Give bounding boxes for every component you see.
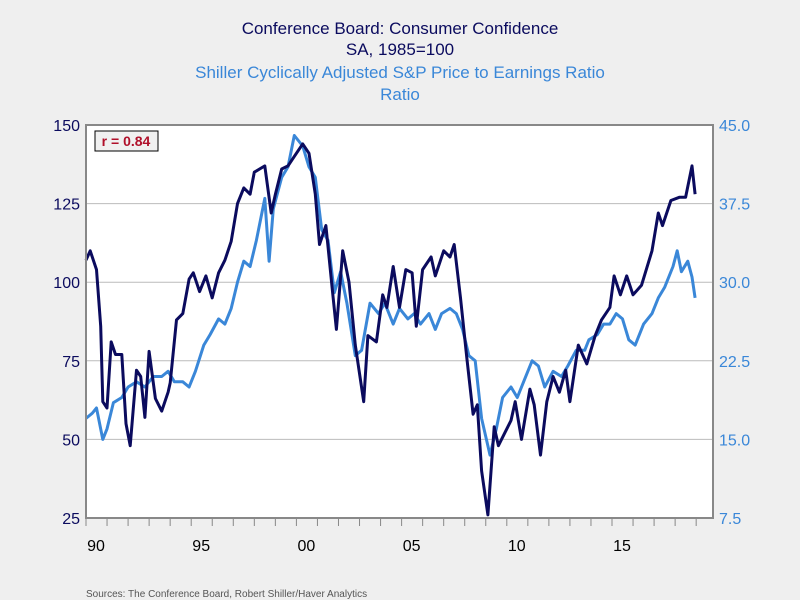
right-y-tick-label: 30.0	[719, 275, 750, 292]
chart-title-2: SA, 1985=100	[346, 40, 454, 59]
left-y-tick-label: 50	[62, 432, 80, 449]
left-y-axis: 150 125 100 75 50 25	[53, 118, 80, 528]
x-tick-label: 15	[613, 538, 631, 555]
left-y-tick-label: 150	[53, 118, 80, 135]
right-y-tick-label: 37.5	[719, 197, 750, 214]
consumer-confidence-line	[84, 142, 697, 517]
x-tick-label: 00	[298, 538, 316, 555]
source-note: Sources: The Conference Board, Robert Sh…	[86, 589, 367, 600]
gridlines	[86, 203, 713, 440]
chart-titles: Conference Board: Consumer Confidence SA…	[195, 19, 605, 104]
chart-title-4: Ratio	[380, 85, 420, 104]
left-y-tick-label: 25	[62, 511, 80, 528]
right-y-tick-label: 15.0	[719, 432, 750, 449]
chart-title-1: Conference Board: Consumer Confidence	[242, 19, 559, 38]
correlation-label: r = 0.84	[102, 133, 151, 149]
right-y-tick-label: 45.0	[719, 118, 750, 135]
right-y-axis: 45.0 37.5 30.0 22.5 15.0 7.5	[719, 118, 750, 528]
x-axis: 90 95 00 05 10 15	[85, 518, 697, 555]
correlation-annotation: r = 0.84	[94, 130, 159, 152]
right-y-tick-label: 22.5	[719, 354, 750, 371]
annotation-box	[94, 130, 159, 152]
chart-title-3: Shiller Cyclically Adjusted S&P Price to…	[195, 63, 605, 82]
plot-area	[86, 125, 713, 518]
left-y-tick-label: 75	[62, 354, 80, 371]
x-tick-label: 10	[508, 538, 526, 555]
series-lines	[84, 134, 697, 517]
x-tick-label: 95	[192, 538, 210, 555]
left-y-tick-label: 100	[53, 275, 80, 292]
x-tick-label: 90	[87, 538, 105, 555]
cape-ratio-line	[85, 134, 697, 457]
plot-border	[85, 124, 714, 519]
x-tick-label: 05	[403, 538, 421, 555]
left-y-tick-label: 125	[53, 197, 80, 214]
right-y-tick-label: 7.5	[719, 511, 741, 528]
